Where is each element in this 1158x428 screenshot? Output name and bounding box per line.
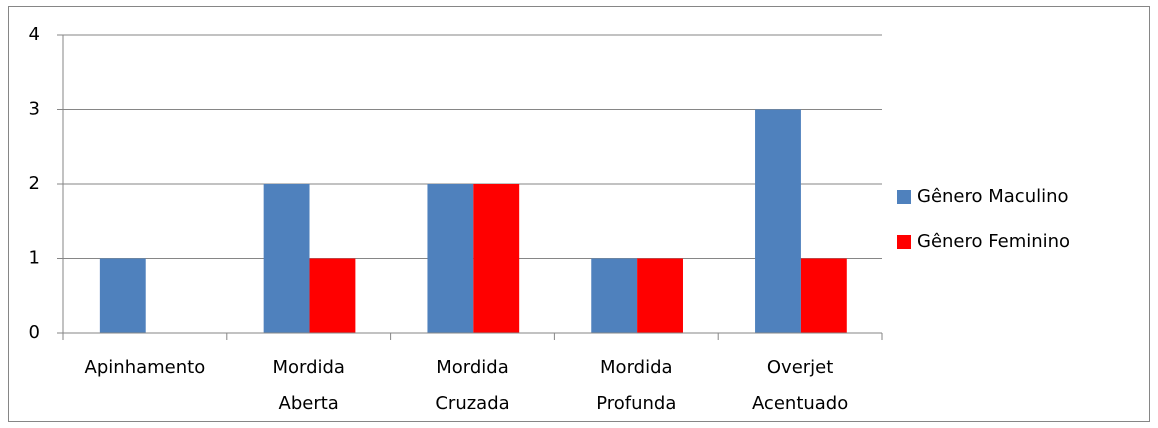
y-tick-label: 0 bbox=[29, 322, 40, 343]
bar bbox=[755, 109, 801, 333]
bar bbox=[473, 184, 520, 333]
x-tick-label: Overjet Acentuado bbox=[752, 357, 848, 414]
bar bbox=[427, 184, 474, 333]
bar bbox=[99, 258, 146, 333]
y-tick-label: 1 bbox=[29, 248, 40, 269]
x-tick-label: Mordida Profunda bbox=[596, 357, 676, 414]
y-tick-label: 2 bbox=[29, 173, 40, 194]
bar bbox=[309, 258, 356, 333]
bar bbox=[591, 258, 638, 333]
legend-swatch bbox=[897, 235, 911, 249]
legend-label: Gênero Maculino bbox=[917, 186, 1069, 207]
legend-swatch bbox=[897, 190, 911, 204]
bar bbox=[800, 258, 847, 333]
x-tick-label: Mordida Cruzada bbox=[435, 357, 509, 414]
legend-label: Gênero Feminino bbox=[917, 231, 1070, 252]
y-tick-label: 4 bbox=[29, 24, 40, 45]
x-tick-label: Apinhamento bbox=[85, 357, 206, 378]
bar bbox=[263, 184, 310, 333]
x-tick-label: Mordida Aberta bbox=[272, 357, 345, 414]
y-tick-label: 3 bbox=[29, 99, 40, 120]
chart-border bbox=[8, 6, 1150, 422]
bar bbox=[637, 258, 683, 333]
